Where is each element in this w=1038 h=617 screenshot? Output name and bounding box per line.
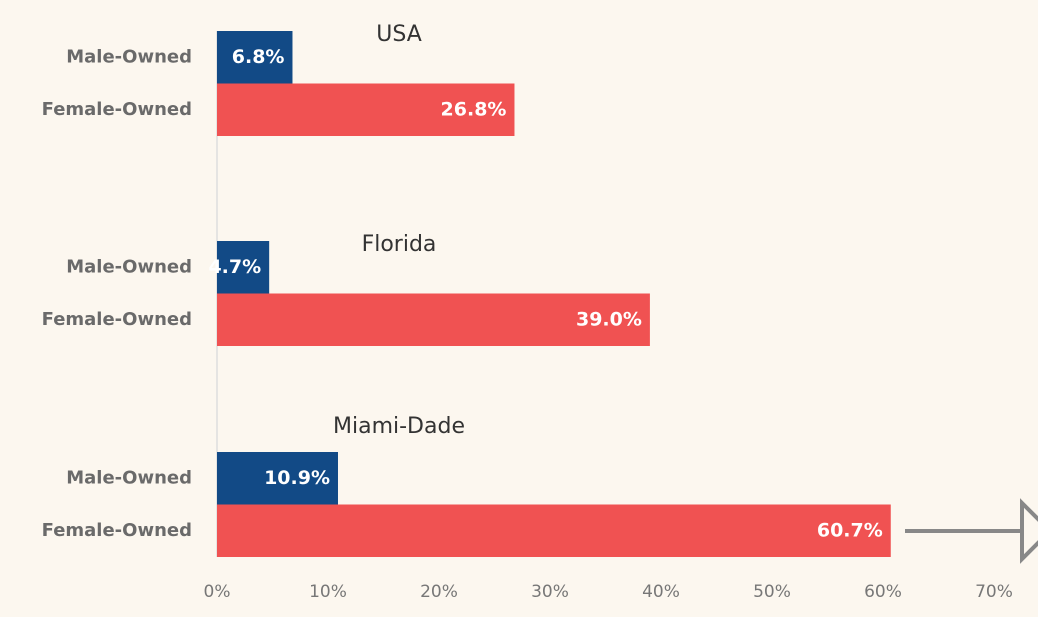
x-tick-label: 10% <box>309 582 347 602</box>
x-tick-label: 20% <box>420 582 458 602</box>
x-tick-label: 50% <box>753 582 791 602</box>
category-label: Female-Owned <box>42 309 192 330</box>
arrow <box>905 498 1038 564</box>
x-tick-label: 60% <box>864 582 902 602</box>
x-tick-label: 30% <box>531 582 569 602</box>
group-title: Florida <box>362 232 437 257</box>
category-label: Female-Owned <box>42 99 192 120</box>
category-label: Female-Owned <box>42 520 192 541</box>
x-tick-label: 70% <box>975 582 1013 602</box>
value-label: 60.7% <box>817 519 883 541</box>
group-title: Miami-Dade <box>333 414 465 439</box>
value-label: 26.8% <box>441 98 507 120</box>
category-label: Male-Owned <box>66 46 192 67</box>
value-label: 4.7% <box>208 256 261 278</box>
x-tick-label: 40% <box>642 582 680 602</box>
bar <box>217 293 650 346</box>
category-label: Male-Owned <box>66 256 192 277</box>
value-label: 39.0% <box>576 308 642 330</box>
bar <box>217 504 891 557</box>
bar <box>217 241 270 294</box>
bar <box>217 31 293 84</box>
value-label: 10.9% <box>264 467 330 489</box>
value-label: 6.8% <box>232 46 285 68</box>
bar <box>217 452 338 505</box>
x-tick-label: 0% <box>204 582 231 602</box>
bar <box>217 83 515 136</box>
category-label: Male-Owned <box>66 467 192 488</box>
group-title: USA <box>376 22 422 47</box>
